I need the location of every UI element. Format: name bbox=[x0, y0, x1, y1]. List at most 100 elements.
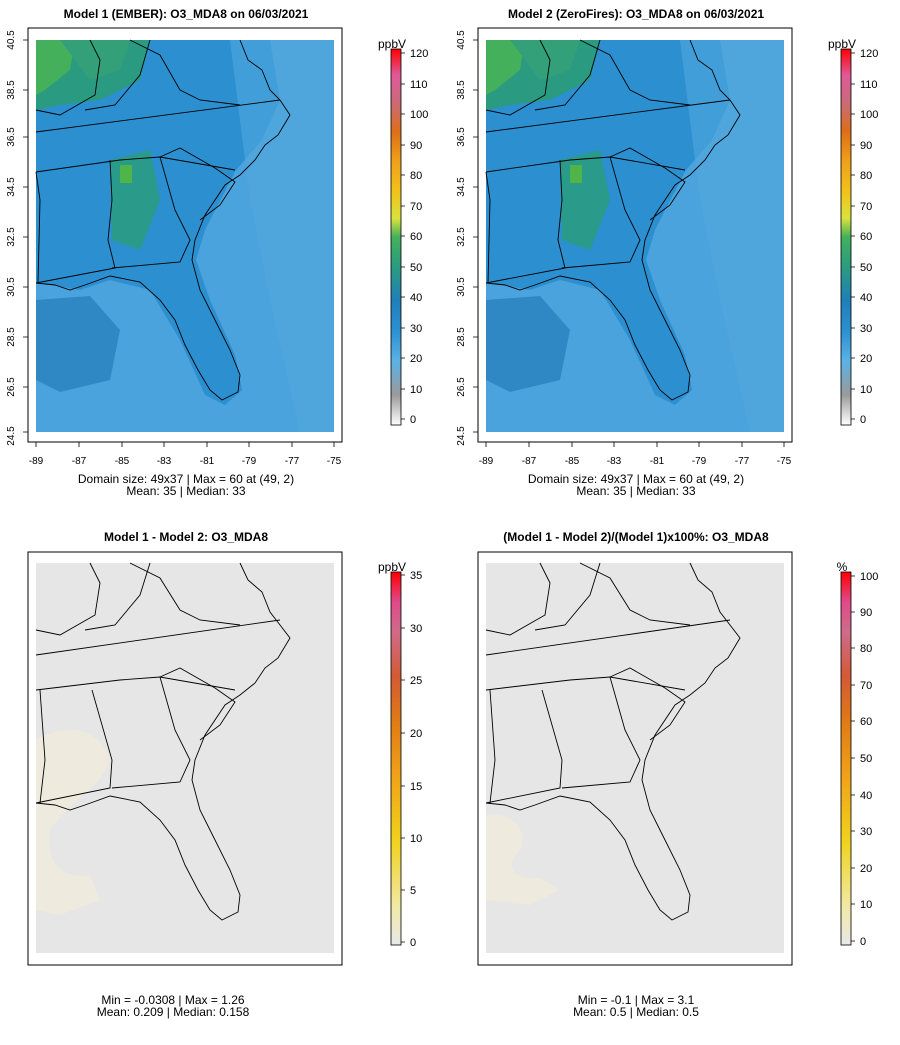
svg-text:40: 40 bbox=[860, 292, 872, 304]
svg-text:28.5: 28.5 bbox=[6, 327, 17, 347]
colorbar-labels: 120 110 100 90 80 70 60 50 40 30 20 10 0 bbox=[410, 48, 428, 426]
svg-text:30.5: 30.5 bbox=[456, 277, 467, 297]
svg-text:70: 70 bbox=[860, 680, 872, 692]
domain-info: Domain size: 49x37 | Max = 60 at (49, 2) bbox=[528, 472, 744, 486]
svg-text:-75: -75 bbox=[777, 456, 792, 467]
svg-text:40: 40 bbox=[860, 790, 872, 802]
colorbar: ppbV 35 30 25 20 15 10 5 0 bbox=[378, 560, 422, 949]
svg-text:0: 0 bbox=[410, 414, 416, 426]
panel-title: Model 1 (EMBER): O3_MDA8 on 06/03/2021 bbox=[64, 7, 309, 21]
svg-text:110: 110 bbox=[860, 79, 878, 91]
svg-text:60: 60 bbox=[860, 716, 872, 728]
svg-text:40.5: 40.5 bbox=[456, 30, 467, 50]
svg-text:-79: -79 bbox=[242, 456, 257, 467]
svg-text:-87: -87 bbox=[522, 456, 537, 467]
colorbar-unit: % bbox=[837, 560, 848, 574]
stats-info: Mean: 0.209 | Median: 0.158 bbox=[97, 1005, 250, 1019]
difference-field-low bbox=[36, 729, 110, 915]
svg-text:-85: -85 bbox=[115, 456, 130, 467]
boundary-lines bbox=[485, 39, 741, 401]
svg-text:60: 60 bbox=[410, 231, 422, 243]
svg-text:15: 15 bbox=[410, 781, 422, 793]
svg-text:-81: -81 bbox=[650, 456, 665, 467]
boundary-lines bbox=[35, 39, 291, 401]
stats-info: Mean: 0.5 | Median: 0.5 bbox=[573, 1005, 699, 1019]
svg-text:24.5: 24.5 bbox=[456, 426, 467, 446]
svg-text:120: 120 bbox=[410, 48, 428, 60]
panel-title: (Model 1 - Model 2)/(Model 1)x100%: O3_M… bbox=[503, 530, 769, 544]
svg-text:50: 50 bbox=[410, 262, 422, 274]
colorbar: ppbV 120 110 100 90 80 70 60 50 40 30 20… bbox=[828, 37, 878, 426]
svg-text:90: 90 bbox=[860, 607, 872, 619]
svg-text:26.5: 26.5 bbox=[456, 377, 467, 397]
svg-text:36.5: 36.5 bbox=[456, 127, 467, 147]
svg-text:30: 30 bbox=[860, 323, 872, 335]
svg-text:38.5: 38.5 bbox=[456, 80, 467, 100]
svg-text:60: 60 bbox=[860, 231, 872, 243]
svg-text:80: 80 bbox=[860, 170, 872, 182]
svg-text:30: 30 bbox=[410, 323, 422, 335]
svg-text:80: 80 bbox=[860, 643, 872, 655]
svg-text:0: 0 bbox=[860, 414, 866, 426]
domain-info: Domain size: 49x37 | Max = 60 at (49, 2) bbox=[78, 472, 294, 486]
svg-text:100: 100 bbox=[860, 109, 878, 121]
min-max-info: Min = -0.0308 | Max = 1.26 bbox=[101, 993, 245, 1007]
svg-text:20: 20 bbox=[410, 728, 422, 740]
y-axis: 40.5 38.5 36.5 34.5 32.5 30.5 28.5 26.5 … bbox=[6, 30, 28, 446]
colorbar: % 100 90 80 70 60 50 40 30 20 10 0 bbox=[837, 560, 879, 948]
svg-text:-79: -79 bbox=[692, 456, 707, 467]
svg-text:20: 20 bbox=[410, 353, 422, 365]
svg-text:-83: -83 bbox=[607, 456, 622, 467]
svg-text:-87: -87 bbox=[72, 456, 87, 467]
svg-text:-77: -77 bbox=[735, 456, 750, 467]
concentration-field bbox=[36, 40, 334, 432]
stats-info: Mean: 35 | Median: 33 bbox=[576, 484, 696, 498]
svg-text:110: 110 bbox=[410, 79, 428, 91]
svg-text:50: 50 bbox=[860, 753, 872, 765]
svg-text:-81: -81 bbox=[200, 456, 215, 467]
svg-text:10: 10 bbox=[860, 384, 872, 396]
svg-text:24.5: 24.5 bbox=[6, 426, 17, 446]
svg-text:32.5: 32.5 bbox=[456, 227, 467, 247]
svg-text:28.5: 28.5 bbox=[456, 327, 467, 347]
min-max-info: Min = -0.1 | Max = 3.1 bbox=[578, 993, 695, 1007]
svg-text:-89: -89 bbox=[479, 456, 494, 467]
x-axis: -89 -87 -85 -83 -81 -79 -77 -75 bbox=[29, 442, 342, 467]
svg-text:50: 50 bbox=[860, 262, 872, 274]
percent-field-low bbox=[486, 814, 560, 905]
svg-text:70: 70 bbox=[410, 201, 422, 213]
svg-text:90: 90 bbox=[410, 140, 422, 152]
svg-text:34.5: 34.5 bbox=[456, 177, 467, 197]
concentration-field bbox=[486, 40, 784, 432]
svg-text:5: 5 bbox=[410, 885, 416, 897]
svg-text:100: 100 bbox=[860, 571, 878, 583]
svg-text:40.5: 40.5 bbox=[6, 30, 17, 50]
y-axis: 40.5 38.5 36.5 34.5 32.5 30.5 28.5 26.5 … bbox=[456, 30, 478, 446]
svg-text:35: 35 bbox=[410, 570, 422, 582]
colorbar-unit: ppbV bbox=[378, 560, 406, 574]
svg-text:0: 0 bbox=[860, 936, 866, 948]
y-tick-labels: 40.5 38.5 36.5 34.5 32.5 30.5 28.5 26.5 … bbox=[6, 30, 17, 446]
svg-text:80: 80 bbox=[410, 170, 422, 182]
svg-text:40: 40 bbox=[410, 292, 422, 304]
svg-text:30: 30 bbox=[860, 826, 872, 838]
svg-text:10: 10 bbox=[860, 899, 872, 911]
colorbar-unit: ppbV bbox=[828, 37, 856, 51]
svg-text:30: 30 bbox=[410, 623, 422, 635]
colorbar-unit: ppbV bbox=[378, 37, 406, 51]
boundary-lines bbox=[35, 562, 291, 921]
svg-text:34.5: 34.5 bbox=[6, 177, 17, 197]
svg-text:38.5: 38.5 bbox=[6, 80, 17, 100]
svg-text:30.5: 30.5 bbox=[6, 277, 17, 297]
svg-text:10: 10 bbox=[410, 833, 422, 845]
svg-text:25: 25 bbox=[410, 675, 422, 687]
svg-text:-89: -89 bbox=[29, 456, 44, 467]
svg-text:-83: -83 bbox=[157, 456, 172, 467]
boundary-lines bbox=[485, 562, 741, 921]
svg-text:10: 10 bbox=[410, 384, 422, 396]
svg-text:-85: -85 bbox=[565, 456, 580, 467]
svg-text:0: 0 bbox=[410, 937, 416, 949]
panel-percent-difference: (Model 1 - Model 2)/(Model 1)x100%: O3_M… bbox=[477, 530, 879, 1019]
svg-text:26.5: 26.5 bbox=[6, 377, 17, 397]
